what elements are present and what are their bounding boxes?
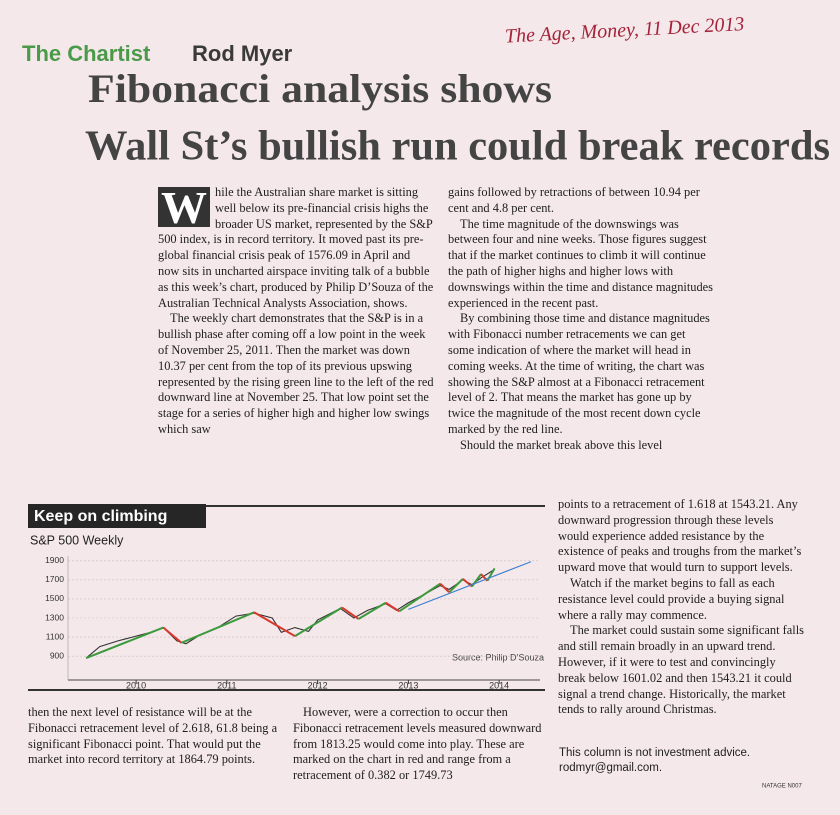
x-tick-label: 2011 bbox=[217, 680, 236, 690]
drop-cap: W bbox=[158, 185, 210, 231]
swing-segment bbox=[385, 601, 400, 613]
swing-segment bbox=[294, 606, 343, 637]
y-tick-label: 1500 bbox=[45, 593, 64, 603]
y-tick-label: 1900 bbox=[45, 555, 64, 565]
swing-segment bbox=[357, 601, 387, 620]
email: rodmyr@gmail.com. bbox=[559, 762, 663, 774]
column: However, were a correction to occur then… bbox=[293, 705, 549, 784]
swing-segment bbox=[486, 567, 496, 582]
swing-segment bbox=[398, 582, 441, 613]
swing-segment bbox=[85, 626, 164, 659]
swing-segment bbox=[439, 582, 450, 593]
paragraph: The weekly chart demonstrates that the S… bbox=[158, 311, 434, 436]
headline: Fibonacci analysis shows bbox=[88, 66, 552, 111]
chart-subtitle: S&P 500 Weekly bbox=[30, 533, 124, 547]
series-line bbox=[408, 561, 532, 610]
swing-segment bbox=[253, 611, 296, 637]
paragraph: Should the market break above this level bbox=[460, 437, 663, 452]
y-tick-label: 900 bbox=[50, 650, 64, 660]
kicker: The Chartist bbox=[22, 41, 151, 66]
y-tick-label: 1100 bbox=[46, 631, 65, 641]
y-tick-label: 1700 bbox=[45, 574, 64, 584]
page-code: NATAGE N007 bbox=[762, 784, 802, 790]
disclaimer: This column is not investment advice. bbox=[559, 747, 751, 759]
paragraph: gains followed by retractions of between… bbox=[448, 185, 700, 215]
swing-segment bbox=[181, 611, 255, 644]
paragraph: then the next level of resistance will b… bbox=[28, 705, 278, 767]
chart: 900 1100 1300 1500 1700 1900 2010 2011 2012 2013 2… bbox=[45, 555, 540, 690]
paragraph: points to a retracement of 1.618 at 1543… bbox=[558, 497, 802, 575]
column: points to a retracement of 1.618 at 1543… bbox=[558, 497, 804, 718]
chart-title-box bbox=[28, 504, 206, 528]
paragraph: Watch if the market begins to fall as ea… bbox=[558, 575, 785, 622]
headline: Wall St’s bullish run could break record… bbox=[85, 124, 830, 170]
y-tick-label: 1300 bbox=[45, 612, 64, 622]
footer: This column is not investment advice. ro… bbox=[559, 746, 799, 776]
x-tick-label: 2014 bbox=[489, 680, 509, 690]
paragraph: The time magnitude of the downswings was… bbox=[448, 216, 713, 310]
swing-segment bbox=[341, 606, 360, 620]
swing-segment bbox=[480, 573, 489, 582]
column: then the next level of resistance will b… bbox=[28, 705, 278, 768]
paragraph: However, were a correction to occur then… bbox=[293, 705, 542, 783]
paragraph: The market could sustain some significan… bbox=[558, 623, 804, 717]
x-tick-label: 2010 bbox=[126, 680, 146, 690]
text: hile the Australian share market is sitt… bbox=[158, 185, 434, 310]
handwritten-note: The Age, Money, 11 Dec 2013 bbox=[504, 13, 745, 48]
column: gains followed by retractions of between… bbox=[448, 185, 714, 454]
swing-segment bbox=[162, 626, 183, 644]
x-tick-label: 2013 bbox=[398, 680, 418, 690]
swing-segment bbox=[448, 578, 464, 593]
chart-source: Source: Philip D’Souza bbox=[452, 652, 544, 662]
x-tick-label: 2012 bbox=[308, 680, 328, 690]
author: Rod Myer bbox=[192, 41, 293, 66]
chart-title: Keep on climbing bbox=[34, 508, 167, 525]
series-line bbox=[85, 568, 495, 659]
paragraph: By combining those time and distance mag… bbox=[448, 311, 710, 436]
